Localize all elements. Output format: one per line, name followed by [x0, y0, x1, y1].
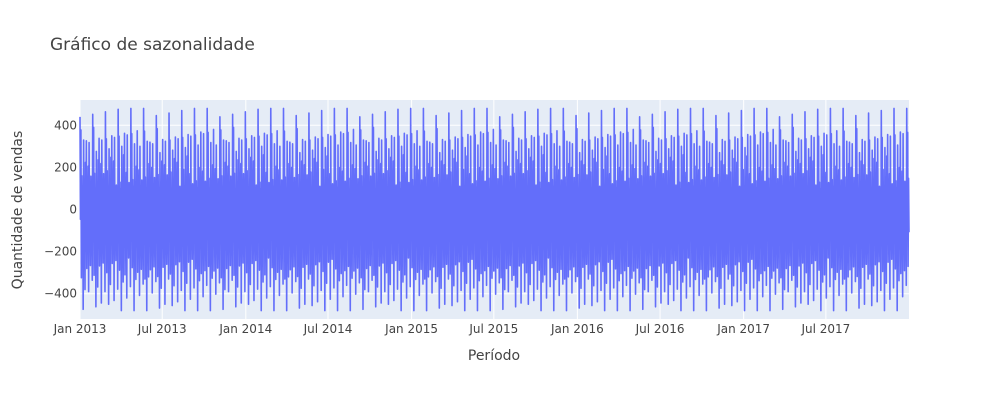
y-tick-label: 200: [54, 160, 77, 174]
y-axis-ticks: 400 200 0 −200 −400: [44, 118, 77, 300]
x-tick-label: Jul 2015: [468, 322, 518, 336]
x-tick-label: Jul 2016: [635, 322, 685, 336]
series-layer: [79, 107, 910, 312]
x-axis-title: Período: [468, 348, 520, 364]
x-tick-label: Jul 2013: [137, 322, 187, 336]
y-tick-label: −200: [44, 245, 77, 259]
series-line: [79, 107, 910, 312]
chart-title: Gráfico de sazonalidade: [50, 35, 255, 55]
x-tick-label: Jan 2013: [53, 322, 107, 336]
x-tick-label: Jul 2017: [800, 322, 850, 336]
x-tick-label: Jan 2016: [550, 322, 604, 336]
x-axis-ticks: Jan 2013 Jul 2013 Jan 2014 Jul 2014 Jan 2015…: [53, 322, 851, 336]
y-tick-label: −400: [44, 287, 77, 301]
x-tick-label: Jul 2014: [303, 322, 353, 336]
y-tick-label: 400: [54, 118, 77, 132]
x-tick-label: Jan 2015: [384, 322, 438, 336]
x-tick-label: Jan 2017: [716, 322, 770, 336]
y-axis-title: Quantidade de vendas: [10, 131, 26, 290]
y-tick-label: 0: [69, 203, 77, 217]
x-tick-label: Jan 2014: [218, 322, 272, 336]
